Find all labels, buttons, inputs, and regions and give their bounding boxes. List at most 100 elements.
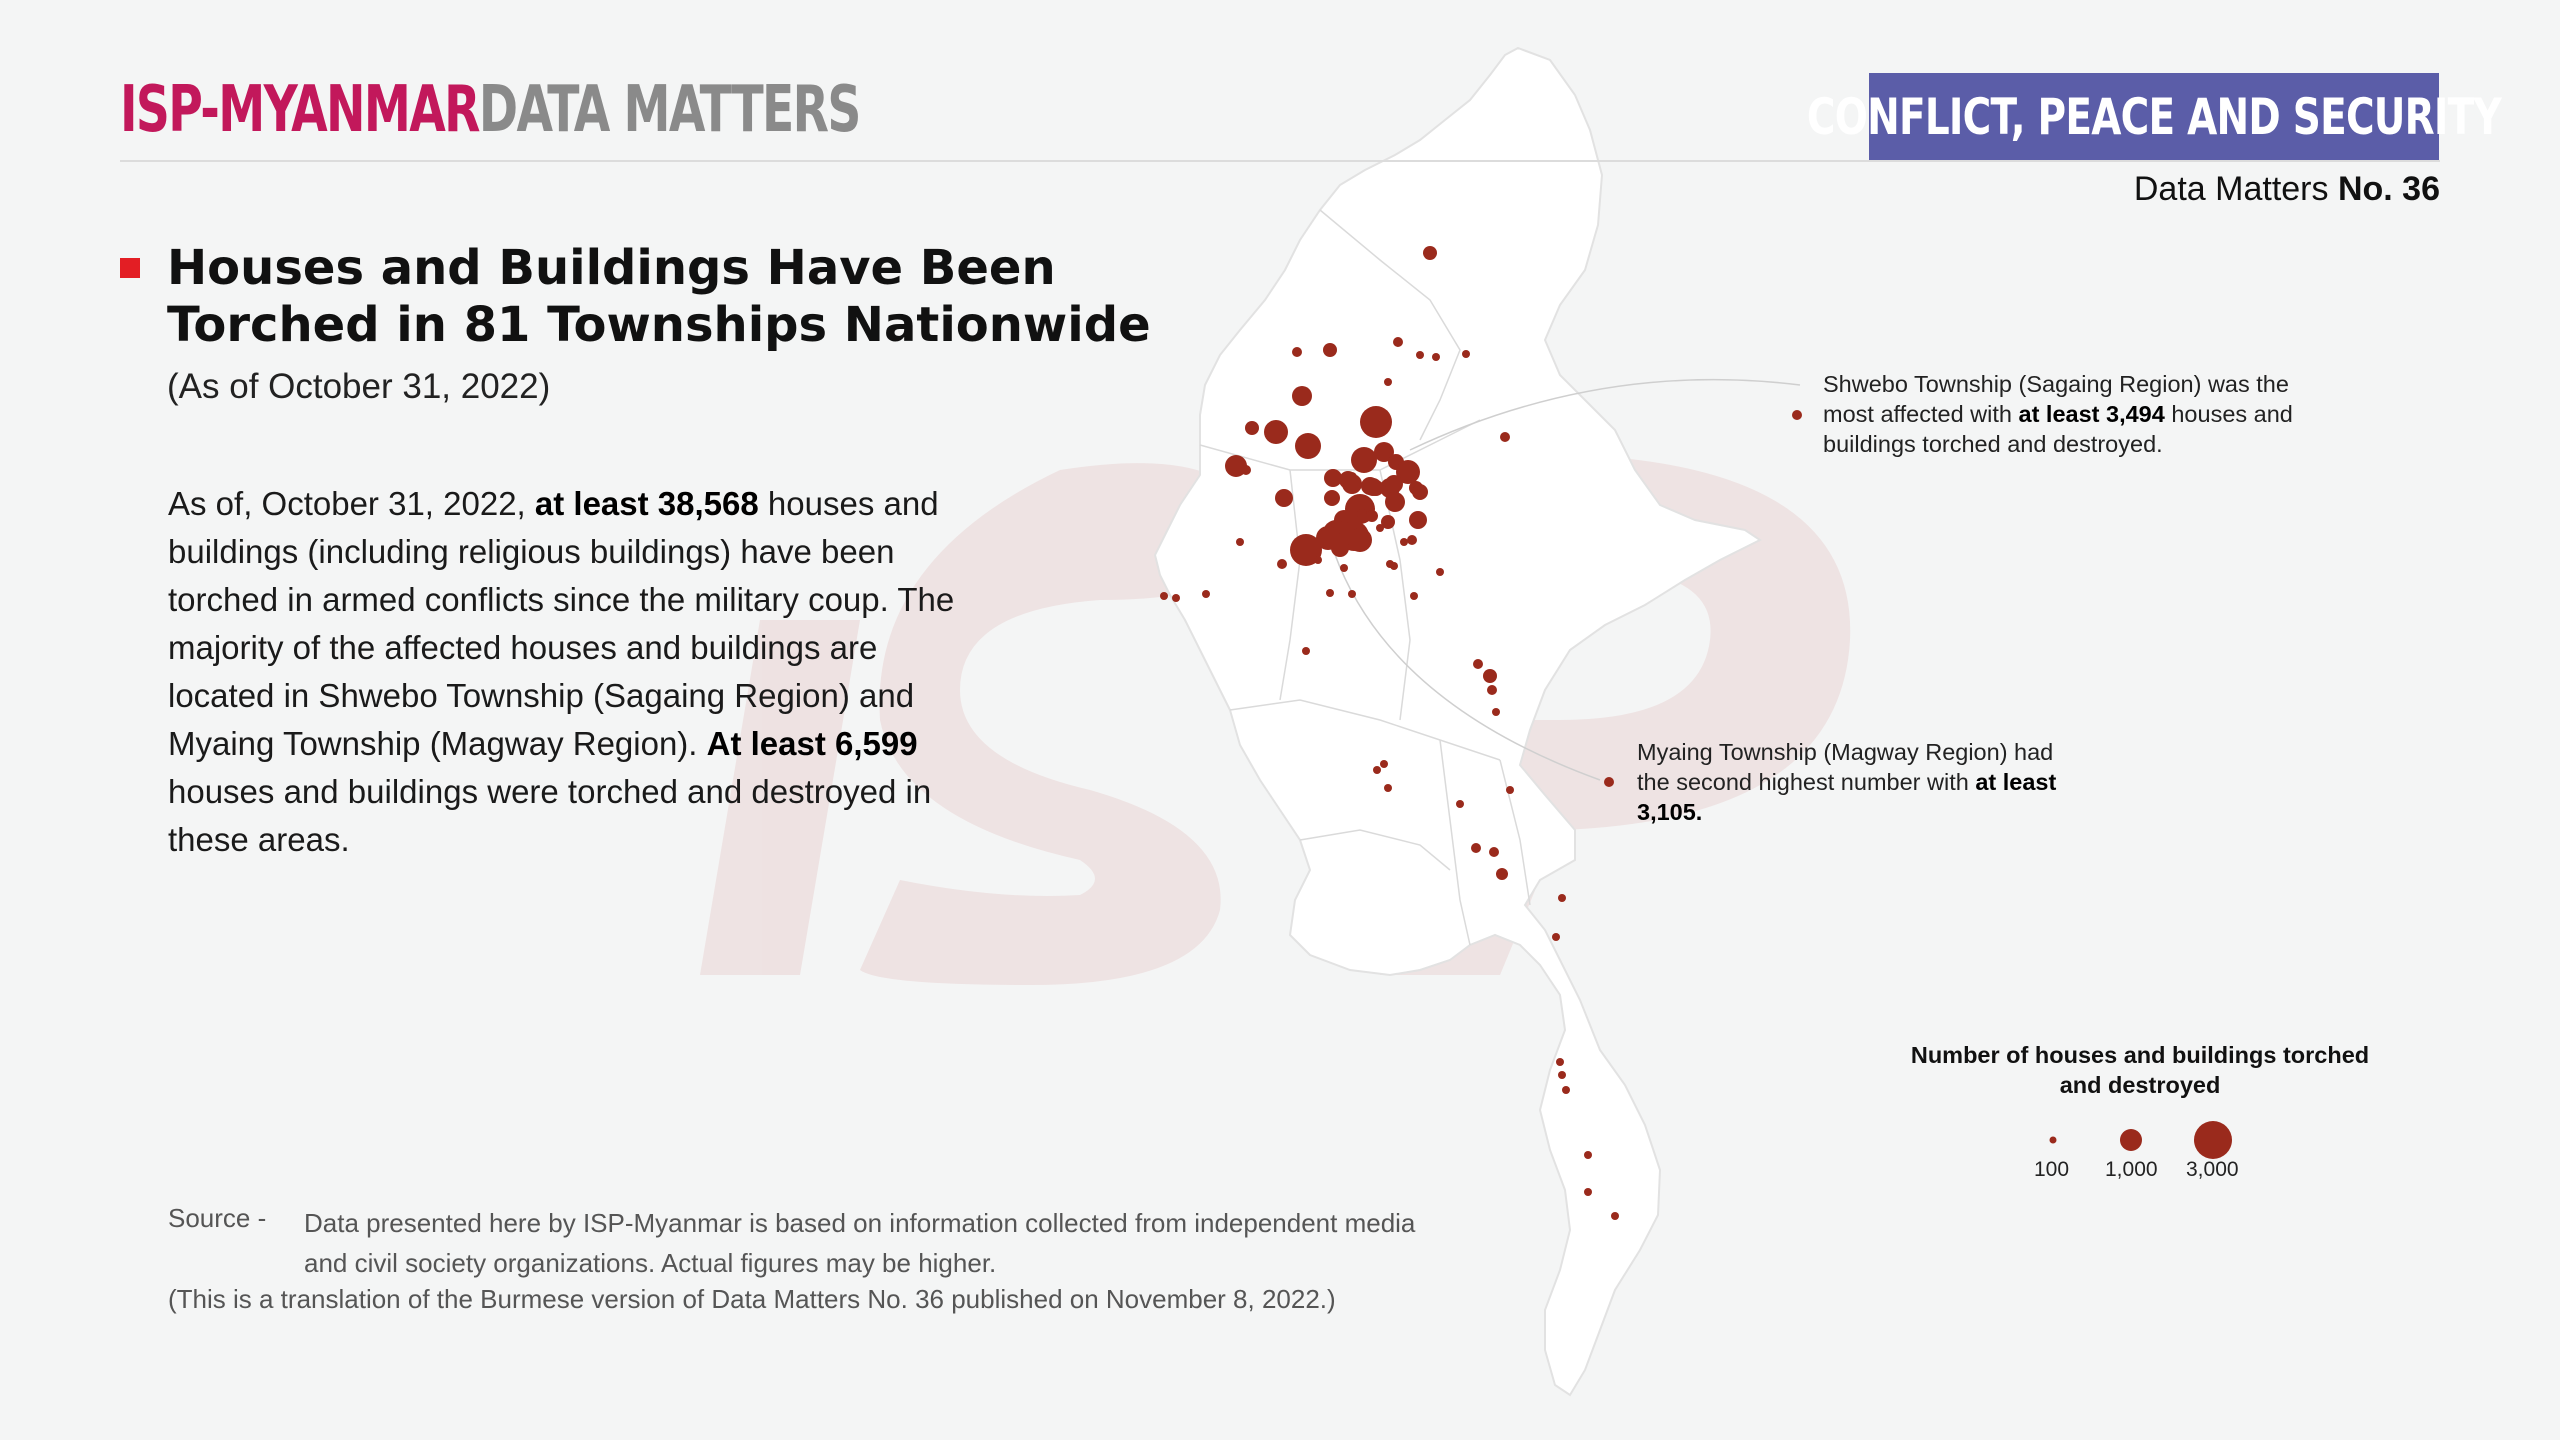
incident-marker xyxy=(1384,378,1392,386)
callout-myaing: Myaing Township (Magway Region) had the … xyxy=(1637,739,2057,825)
header-divider xyxy=(120,160,2440,162)
incident-marker xyxy=(1400,538,1408,546)
legend-label-1000: 1,000 xyxy=(2105,1158,2158,1181)
translation-note: (This is a translation of the Burmese ve… xyxy=(168,1284,1336,1314)
incident-marker xyxy=(1360,406,1392,438)
incident-marker xyxy=(1241,465,1251,475)
brand-primary: ISP-MYANMAR xyxy=(120,73,481,147)
total-figure: at least 38,568 xyxy=(534,485,759,522)
issue-number: Data Matters No. 36 xyxy=(2134,170,2440,209)
source-text: Data presented here by ISP-Myanmar is ba… xyxy=(304,1208,1416,1278)
incident-marker xyxy=(1473,659,1483,669)
incident-marker xyxy=(1416,351,1424,359)
date-note: (As of October 31, 2022) xyxy=(167,367,551,406)
incident-marker xyxy=(1584,1151,1592,1159)
incident-marker xyxy=(1432,353,1440,361)
incident-marker xyxy=(1331,539,1349,557)
incident-marker xyxy=(1348,528,1372,552)
category-label: CONFLICT, PEACE AND SECURITY xyxy=(1806,87,2502,146)
issue-prefix: Data Matters xyxy=(2133,170,2329,208)
incident-marker xyxy=(1340,564,1348,572)
incident-marker xyxy=(1275,489,1293,507)
source-label: Source - xyxy=(168,1203,267,1233)
incident-marker xyxy=(1483,669,1497,683)
incident-marker xyxy=(1506,786,1514,794)
incident-marker xyxy=(1456,800,1464,808)
incident-marker xyxy=(1314,556,1322,564)
legend-label-100: 100 xyxy=(2034,1158,2070,1181)
incident-markers xyxy=(1160,246,1619,1220)
incident-marker xyxy=(1385,492,1405,512)
incident-marker xyxy=(1302,647,1310,655)
legend-circle-1000 xyxy=(2120,1129,2142,1151)
incident-marker xyxy=(1487,685,1497,695)
body-paragraph: As of, October 31, 2022, at least 38,568… xyxy=(168,485,955,858)
incident-marker xyxy=(1552,933,1560,941)
incident-marker xyxy=(1160,592,1168,600)
incident-marker xyxy=(1364,478,1382,496)
combined-figure: At least 6,599 xyxy=(706,725,918,762)
incident-marker xyxy=(1323,343,1337,357)
incident-marker xyxy=(1409,511,1427,529)
incident-marker xyxy=(1172,594,1180,602)
incident-marker xyxy=(1410,592,1418,600)
brand-logo: ISP-MYANMARDATA MATTERS xyxy=(120,78,861,142)
incident-marker xyxy=(1380,760,1388,768)
incident-marker xyxy=(1366,510,1378,522)
incident-marker xyxy=(1412,484,1428,500)
incident-marker xyxy=(1342,474,1362,494)
incident-marker xyxy=(1386,560,1394,568)
brand-secondary: DATA MATTERS xyxy=(478,73,861,147)
legend-circles xyxy=(2049,1121,2232,1159)
incident-marker xyxy=(1423,246,1437,260)
incident-marker xyxy=(1436,568,1444,576)
incident-marker xyxy=(1381,515,1395,529)
incident-marker xyxy=(1407,535,1417,545)
incident-marker xyxy=(1500,432,1510,442)
incident-marker xyxy=(1324,490,1340,506)
page-title: Houses and Buildings Have Been Torched i… xyxy=(167,240,1151,353)
incident-marker xyxy=(1556,1058,1564,1066)
legend-label-3000: 3,000 xyxy=(2186,1158,2239,1181)
incident-marker xyxy=(1292,386,1312,406)
incident-marker xyxy=(1492,708,1500,716)
incident-marker xyxy=(1462,350,1470,358)
incident-marker xyxy=(1348,590,1356,598)
callout-dots xyxy=(1604,410,1802,787)
incident-marker xyxy=(1396,460,1420,484)
incident-marker xyxy=(1376,524,1384,532)
incident-marker xyxy=(1393,337,1403,347)
incident-marker xyxy=(1558,1071,1566,1079)
issue-no: No. 36 xyxy=(2337,170,2440,208)
incident-marker xyxy=(1292,347,1302,357)
incident-marker xyxy=(1202,590,1210,598)
incident-marker xyxy=(1264,420,1288,444)
myanmar-country-outline xyxy=(1153,46,1801,1397)
incident-marker xyxy=(1562,1086,1570,1094)
incident-marker xyxy=(1611,1212,1619,1220)
incident-marker xyxy=(1384,784,1392,792)
incident-marker xyxy=(1496,868,1508,880)
incident-marker xyxy=(1245,421,1259,435)
incident-marker xyxy=(1351,447,1377,473)
incident-marker xyxy=(1584,1188,1592,1196)
incident-marker xyxy=(1326,474,1334,482)
incident-marker xyxy=(1471,843,1481,853)
title-bullet-icon xyxy=(120,258,140,278)
incident-marker xyxy=(1236,538,1244,546)
legend-circle-3000 xyxy=(2194,1121,2232,1159)
callout-shwebo: Shwebo Township (Sagaing Region) was the… xyxy=(1823,371,2293,457)
incident-marker xyxy=(1357,509,1367,519)
incident-marker xyxy=(1295,433,1321,459)
incident-marker xyxy=(1290,534,1322,566)
incident-marker xyxy=(1277,559,1287,569)
category-badge: CONFLICT, PEACE AND SECURITY xyxy=(1807,73,2502,160)
incident-marker xyxy=(1374,442,1394,462)
incident-marker xyxy=(1489,847,1499,857)
incident-marker xyxy=(1373,766,1381,774)
incident-marker xyxy=(1558,894,1566,902)
incident-marker xyxy=(1326,589,1334,597)
legend-title: Number of houses and buildings torched a… xyxy=(1910,1042,2370,1098)
legend-circle-100 xyxy=(2049,1136,2057,1144)
